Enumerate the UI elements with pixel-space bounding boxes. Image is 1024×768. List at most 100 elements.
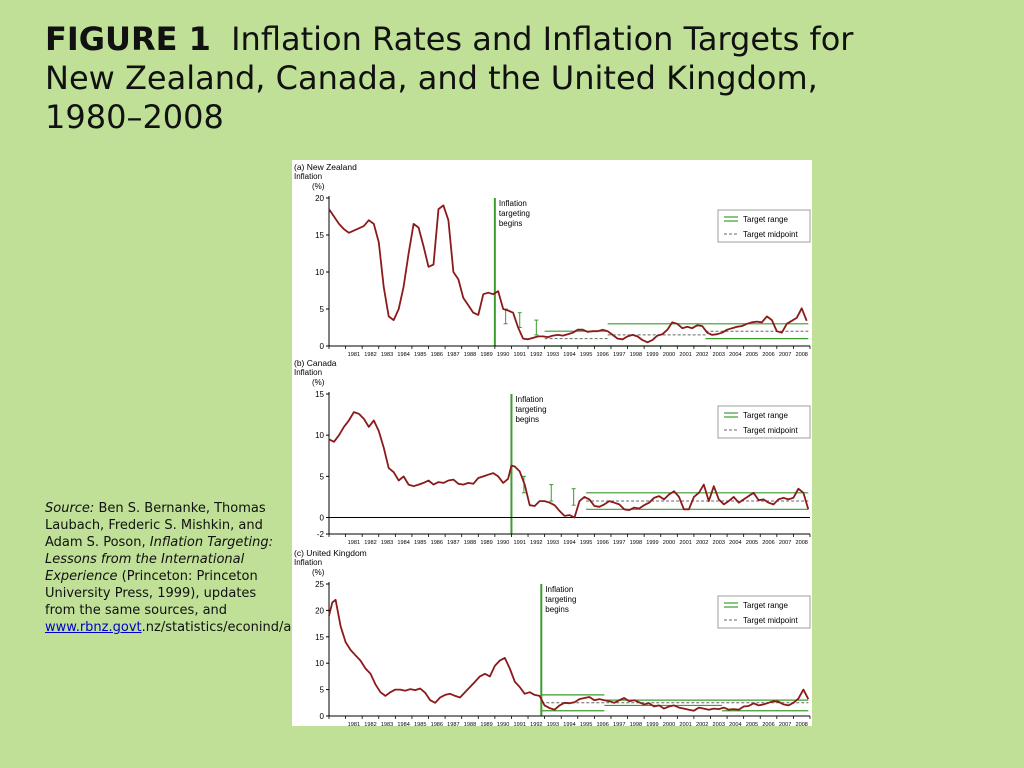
x-tick-label: 2005 xyxy=(746,540,758,546)
targeting-annotation: Inflation xyxy=(515,395,543,404)
x-tick-label: 1999 xyxy=(646,540,658,546)
legend-box xyxy=(717,209,811,243)
y-tick-label: 15 xyxy=(315,231,324,240)
y-tick-label: 0 xyxy=(320,342,325,351)
x-tick-label: 1988 xyxy=(464,540,476,546)
legend-midpoint-label: Target midpoint xyxy=(743,230,798,239)
x-tick-label: 1993 xyxy=(547,722,559,726)
x-tick-label: 1994 xyxy=(563,540,575,546)
x-tick-label: 1988 xyxy=(464,722,476,726)
x-tick-label: 2006 xyxy=(762,722,774,726)
x-tick-label: 2002 xyxy=(696,722,708,726)
targeting-annotation: Inflation xyxy=(499,199,527,208)
panel-label: (a) New Zealand xyxy=(294,162,357,172)
x-tick-label: 1983 xyxy=(381,722,393,726)
x-tick-label: 1998 xyxy=(630,722,642,726)
x-tick-label: 2008 xyxy=(795,722,807,726)
x-tick-label: 2000 xyxy=(663,352,675,358)
x-tick-label: 1983 xyxy=(381,540,393,546)
x-tick-label: 2007 xyxy=(779,540,791,546)
targeting-annotation: Inflation xyxy=(545,585,573,594)
legend-box xyxy=(717,405,811,439)
y-axis-unit: (%) xyxy=(312,182,325,191)
chart-panel-2: (c) United KingdomInflation(%)Inflationt… xyxy=(294,548,811,726)
y-axis-unit: (%) xyxy=(312,378,325,387)
x-tick-label: 1989 xyxy=(480,352,492,358)
x-tick-label: 1992 xyxy=(530,352,542,358)
x-tick-label: 2002 xyxy=(696,352,708,358)
x-tick-label: 1989 xyxy=(480,540,492,546)
x-tick-label: 1998 xyxy=(630,540,642,546)
x-tick-label: 1986 xyxy=(431,540,443,546)
x-tick-label: 1999 xyxy=(646,722,658,726)
x-tick-label: 2006 xyxy=(762,540,774,546)
inflation-line xyxy=(328,598,810,712)
x-tick-label: 1996 xyxy=(596,540,608,546)
x-tick-label: 1995 xyxy=(580,540,592,546)
x-tick-label: 2008 xyxy=(795,352,807,358)
x-tick-label: 1982 xyxy=(364,352,376,358)
x-tick-label: 1999 xyxy=(646,352,658,358)
x-tick-label: 1988 xyxy=(464,352,476,358)
source-link[interactable]: www.rbnz.govt xyxy=(45,620,142,635)
x-tick-label: 1992 xyxy=(530,540,542,546)
x-tick-label: 2000 xyxy=(663,540,675,546)
source-authors: Ben S. Bernanke, Thomas Laubach, Frederi… xyxy=(45,501,266,550)
x-tick-label: 2005 xyxy=(746,722,758,726)
legend-midpoint-label: Target midpoint xyxy=(743,616,798,625)
chart-panel-1: (b) CanadaInflation(%)Inflationtargeting… xyxy=(294,358,811,546)
x-tick-label: 1992 xyxy=(530,722,542,726)
x-tick-label: 1984 xyxy=(397,540,409,546)
y-tick-label: 5 xyxy=(320,472,325,481)
x-tick-label: 1997 xyxy=(613,352,625,358)
y-tick-label: 5 xyxy=(320,305,325,314)
x-tick-label: 1981 xyxy=(348,352,360,358)
targeting-annotation: begins xyxy=(499,219,523,228)
legend-range-label: Target range xyxy=(743,215,788,224)
y-axis-label: Inflation xyxy=(294,558,322,567)
x-tick-label: 1996 xyxy=(596,352,608,358)
x-tick-label: 1997 xyxy=(613,722,625,726)
x-tick-label: 1986 xyxy=(431,722,443,726)
legend-box xyxy=(717,595,811,629)
x-tick-label: 1994 xyxy=(563,352,575,358)
y-tick-label: 15 xyxy=(315,633,324,642)
x-tick-label: 2003 xyxy=(713,540,725,546)
inflation-line xyxy=(328,204,808,344)
x-tick-label: 1996 xyxy=(596,722,608,726)
targeting-annotation: targeting xyxy=(499,209,530,218)
y-axis-label: Inflation xyxy=(294,172,322,181)
x-tick-label: 1990 xyxy=(497,722,509,726)
y-tick-label: 10 xyxy=(315,659,324,668)
y-tick-label: 20 xyxy=(315,194,324,203)
x-tick-label: 2008 xyxy=(795,540,807,546)
x-tick-label: 1990 xyxy=(497,352,509,358)
y-axis-unit: (%) xyxy=(312,568,325,577)
x-tick-label: 1984 xyxy=(397,352,409,358)
x-tick-label: 1993 xyxy=(547,540,559,546)
legend-range-label: Target range xyxy=(743,411,788,420)
x-tick-label: 2004 xyxy=(729,722,741,726)
x-tick-label: 1985 xyxy=(414,352,426,358)
y-tick-label: 25 xyxy=(315,580,324,589)
x-tick-label: 2002 xyxy=(696,540,708,546)
x-tick-label: 1998 xyxy=(630,352,642,358)
targeting-annotation: begins xyxy=(515,415,539,424)
inflation-line xyxy=(328,411,810,519)
y-tick-label: 0 xyxy=(320,514,325,523)
x-tick-label: 1984 xyxy=(397,722,409,726)
x-tick-label: 1985 xyxy=(414,540,426,546)
slide-title: FIGURE 1 Inflation Rates and Inflation T… xyxy=(45,20,925,137)
x-tick-label: 1986 xyxy=(431,352,443,358)
x-tick-label: 1995 xyxy=(580,722,592,726)
x-tick-label: 2005 xyxy=(746,352,758,358)
x-tick-label: 1987 xyxy=(447,352,459,358)
source-book-title: Inflation Targeting: Lessons from the In… xyxy=(45,535,273,584)
y-tick-label: 10 xyxy=(315,268,324,277)
x-tick-label: 2003 xyxy=(713,352,725,358)
x-tick-label: 1981 xyxy=(348,722,360,726)
y-tick-label: 10 xyxy=(315,431,324,440)
figure-label: FIGURE 1 xyxy=(45,20,211,58)
source-publisher: (Princeton: Princeton University Press, … xyxy=(45,569,258,618)
x-tick-label: 1987 xyxy=(447,722,459,726)
